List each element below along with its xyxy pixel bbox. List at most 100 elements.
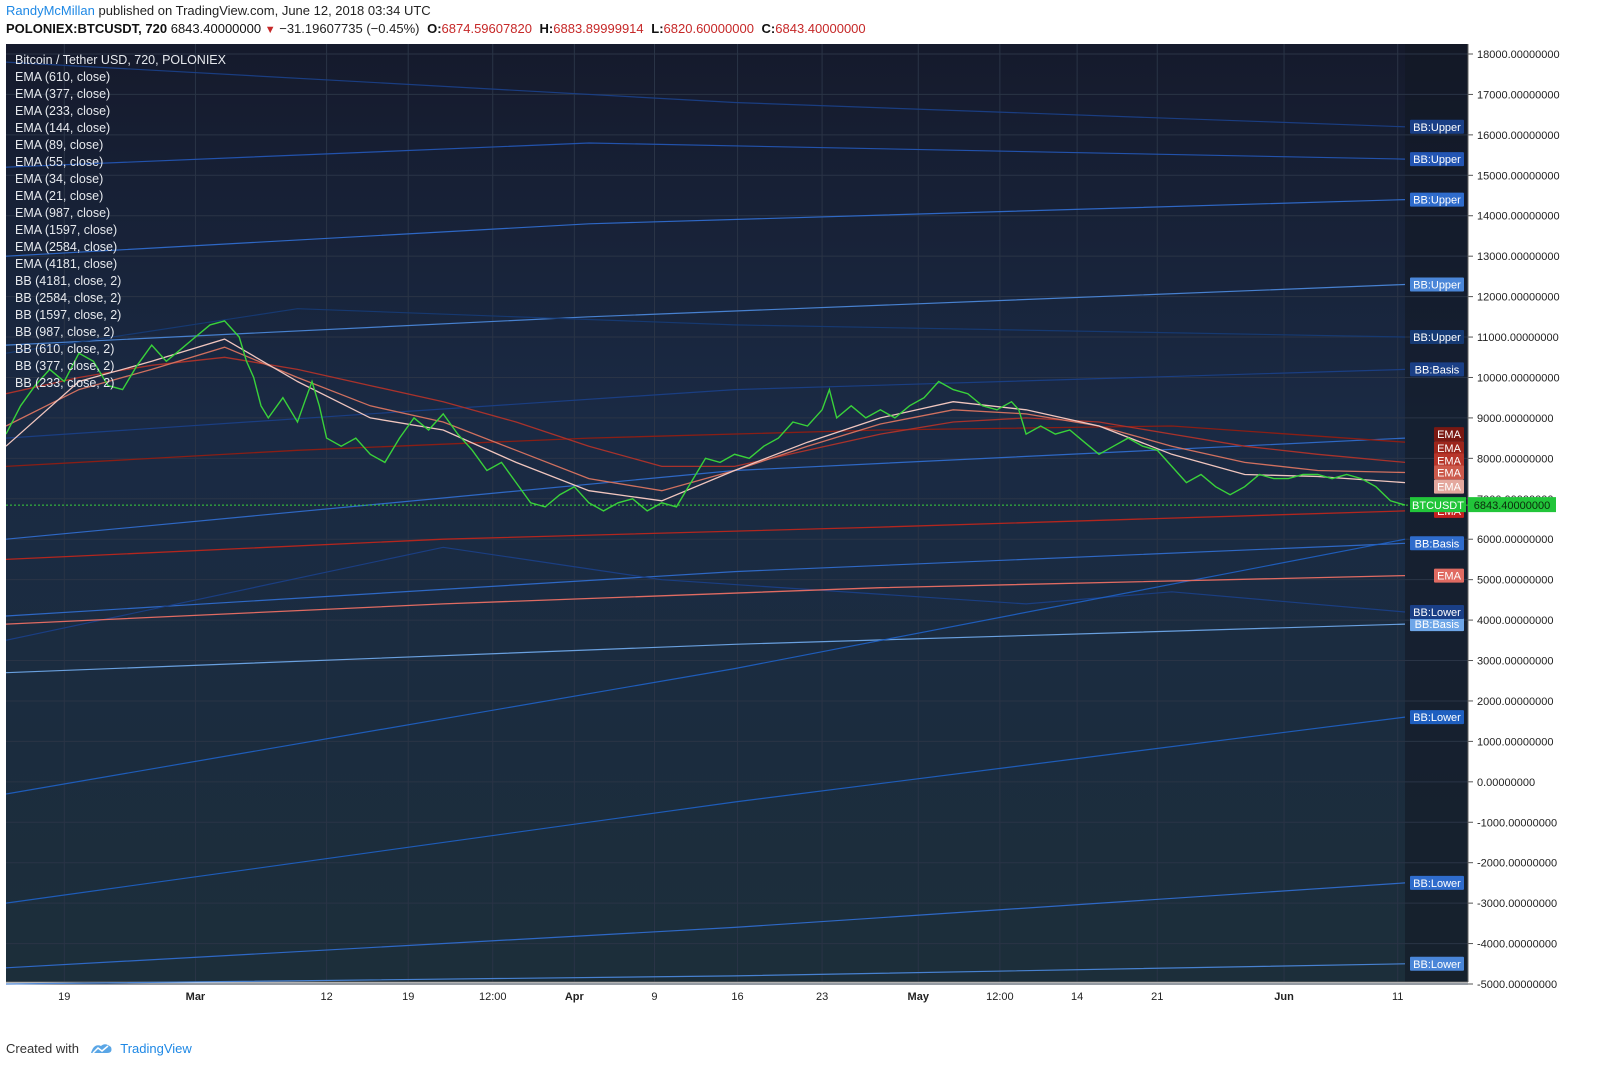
x-tick-label: 14 bbox=[1071, 991, 1083, 1003]
bb-line bbox=[6, 963, 1406, 985]
legend-item[interactable]: BB (1597, close, 2) bbox=[15, 308, 122, 322]
series-label: BB:Upper bbox=[1413, 154, 1461, 166]
bb-line bbox=[6, 61, 1406, 128]
ema-line bbox=[6, 425, 1406, 468]
ema-line bbox=[6, 346, 1406, 492]
series-label-bg bbox=[1410, 605, 1464, 619]
legend-item[interactable]: EMA (89, close) bbox=[15, 138, 104, 152]
x-tick-label: Jun bbox=[1274, 991, 1294, 1003]
series-label-bg bbox=[1410, 956, 1464, 971]
tradingview-link[interactable]: TradingView bbox=[120, 1041, 192, 1056]
x-tick-label: 12:00 bbox=[986, 991, 1014, 1003]
high-value: 6883.89999914 bbox=[553, 21, 644, 36]
last-price: 6843.40000000 bbox=[170, 21, 262, 36]
series-label-bg bbox=[1434, 453, 1464, 468]
legend-item[interactable]: BB (4181, close, 2) bbox=[15, 274, 122, 288]
y-tick-label: -3000.00000000 bbox=[1477, 898, 1557, 910]
series-label-bg bbox=[1410, 362, 1464, 377]
symbol-name: POLONIEX:BTCUSDT, 720 bbox=[6, 21, 168, 36]
x-tick-label: Apr bbox=[565, 991, 585, 1003]
y-tick-label: 1000.00000000 bbox=[1477, 736, 1553, 748]
ema-line bbox=[6, 510, 1406, 561]
time-scale-bg bbox=[6, 982, 1601, 1032]
series-label: BB:Upper bbox=[1413, 195, 1461, 207]
series-label: BB:Basis bbox=[1415, 538, 1460, 550]
y-tick-label: 10000.00000000 bbox=[1477, 372, 1560, 384]
symbol-info-line: POLONIEX:BTCUSDT, 720 6843.40000000 ▼ −3… bbox=[6, 21, 866, 38]
legend-item[interactable]: EMA (1597, close) bbox=[15, 223, 118, 237]
legend-item[interactable]: EMA (4181, close) bbox=[15, 257, 118, 271]
series-label-bg bbox=[1434, 568, 1464, 583]
author-link[interactable]: RandyMcMillan bbox=[6, 3, 95, 18]
series-label-bg bbox=[1410, 330, 1464, 345]
y-tick-label: 5000.00000000 bbox=[1477, 575, 1553, 587]
x-tick-label: 12 bbox=[320, 991, 332, 1003]
y-tick-label: 17000.00000000 bbox=[1477, 89, 1560, 101]
plot-background bbox=[6, 44, 1468, 982]
series-label: EMA bbox=[1437, 443, 1462, 455]
legend-item[interactable]: BB (2584, close, 2) bbox=[15, 291, 122, 305]
legend-item[interactable]: EMA (55, close) bbox=[15, 155, 104, 169]
x-tick-label: Mar bbox=[186, 991, 206, 1003]
bb-line bbox=[6, 308, 1406, 354]
symbol-tag: BTCUSDT bbox=[1412, 500, 1464, 512]
legend-item[interactable]: BB (233, close, 2) bbox=[15, 376, 115, 390]
legend-item[interactable]: EMA (610, close) bbox=[15, 70, 111, 84]
series-label-bg bbox=[1410, 192, 1464, 207]
y-tick-label: 9000.00000000 bbox=[1477, 413, 1553, 425]
bb-line bbox=[6, 882, 1406, 969]
created-with-text: Created with bbox=[6, 1041, 79, 1056]
series-label-bg bbox=[1434, 479, 1464, 494]
low-label: L: bbox=[651, 21, 664, 36]
last-price-tag-bg bbox=[1468, 497, 1556, 513]
legend-item[interactable]: EMA (377, close) bbox=[15, 87, 111, 101]
ema-line bbox=[6, 338, 1406, 502]
series-label-bg bbox=[1410, 617, 1464, 632]
low-value: 6820.60000000 bbox=[663, 21, 754, 36]
open-value: 6874.59607820 bbox=[441, 21, 532, 36]
down-arrow-icon: ▼ bbox=[264, 24, 276, 36]
bb-line bbox=[6, 623, 1406, 674]
y-tick-label: 8000.00000000 bbox=[1477, 453, 1553, 465]
open-label: O: bbox=[427, 21, 442, 36]
legend-item[interactable]: BB (377, close, 2) bbox=[15, 359, 115, 373]
legend-item[interactable]: EMA (34, close) bbox=[15, 172, 104, 186]
y-tick-label: 2000.00000000 bbox=[1477, 696, 1553, 708]
legend-item[interactable]: EMA (21, close) bbox=[15, 189, 104, 203]
bb-line bbox=[6, 368, 1406, 439]
price-line bbox=[6, 320, 1406, 512]
series-label-bg bbox=[1410, 536, 1464, 551]
series-label-bg bbox=[1410, 119, 1464, 134]
series-label-bg bbox=[1410, 277, 1464, 292]
legend-item[interactable]: EMA (233, close) bbox=[15, 104, 111, 118]
series-label: EMA bbox=[1437, 571, 1462, 583]
legend-item[interactable]: BB (610, close, 2) bbox=[15, 342, 115, 356]
x-tick-label: 12:00 bbox=[479, 991, 507, 1003]
chart-area[interactable]: 18000.00000000 17000.00000000 16000.000000… bbox=[6, 44, 1601, 1032]
x-tick-label: 16 bbox=[731, 991, 743, 1003]
y-tick-label: 18000.00000000 bbox=[1477, 49, 1560, 61]
series-label: BB:Lower bbox=[1413, 712, 1461, 724]
series-label: EMA bbox=[1437, 429, 1462, 441]
x-tick-label: 21 bbox=[1151, 991, 1163, 1003]
price-chart[interactable]: 18000.00000000 17000.00000000 16000.000000… bbox=[6, 44, 1601, 1032]
y-tick-label: 13000.00000000 bbox=[1477, 251, 1560, 263]
legend-item[interactable]: EMA (144, close) bbox=[15, 121, 111, 135]
y-tick-label: 11000.00000000 bbox=[1477, 332, 1559, 344]
legend-title: Bitcoin / Tether USD, 720, POLONIEX bbox=[15, 53, 226, 67]
bb-line bbox=[6, 142, 1406, 168]
indicator-legend: Bitcoin / Tether USD, 720, POLONIEX EMA … bbox=[15, 52, 226, 392]
symbol-tag-bg bbox=[1410, 497, 1466, 513]
legend-item[interactable]: BB (987, close, 2) bbox=[15, 325, 115, 339]
legend-item[interactable]: EMA (2584, close) bbox=[15, 240, 118, 254]
series-label: BB:Lower bbox=[1413, 607, 1461, 619]
bb-line bbox=[6, 283, 1406, 346]
legend-item[interactable]: EMA (987, close) bbox=[15, 206, 111, 220]
series-label-bg bbox=[1434, 465, 1464, 480]
y-tick-label: 4000.00000000 bbox=[1477, 615, 1553, 627]
bb-line bbox=[6, 199, 1406, 257]
bb-line bbox=[6, 546, 1406, 641]
bb-line bbox=[6, 542, 1406, 617]
close-label: C: bbox=[761, 21, 776, 36]
tradingview-logo-icon[interactable] bbox=[89, 1041, 113, 1058]
